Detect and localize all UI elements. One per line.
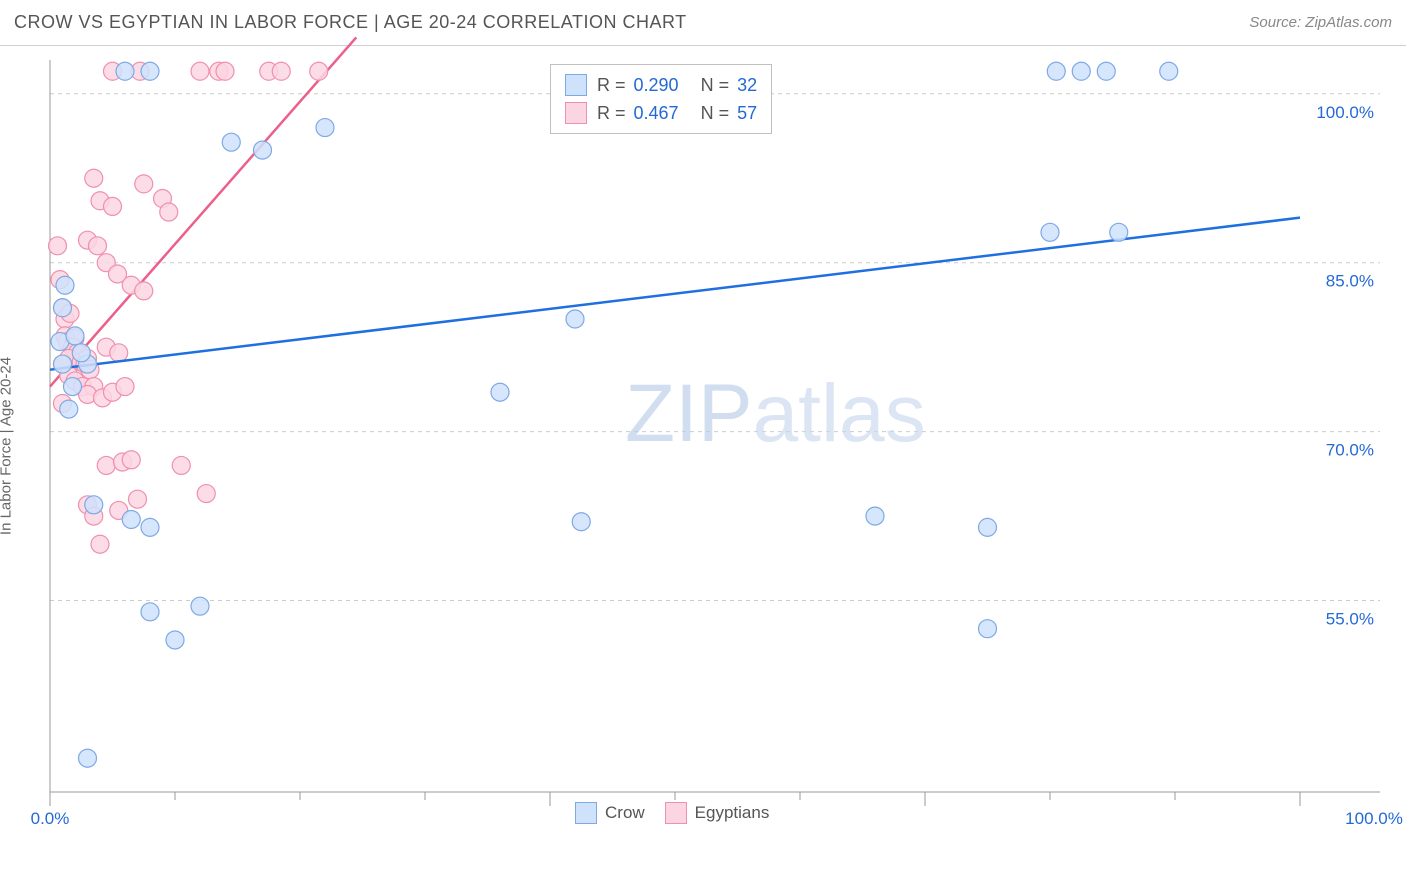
- egyptians-point: [122, 451, 140, 469]
- crow-point: [316, 119, 334, 137]
- crow-point: [56, 276, 74, 294]
- source-attribution: Source: ZipAtlas.com: [1249, 14, 1392, 31]
- crow-point: [60, 400, 78, 418]
- egyptians-point: [85, 169, 103, 187]
- plot-area: 55.0%70.0%85.0%100.0%0.0%100.0% ZIPatlas…: [50, 60, 1380, 832]
- crow-point: [222, 133, 240, 151]
- source-label: Source:: [1249, 14, 1305, 31]
- x-tick-label: 100.0%: [1345, 809, 1403, 828]
- legend-N-value: 57: [737, 99, 757, 127]
- y-axis-label: In Labor Force | Age 20-24: [0, 268, 15, 446]
- crow-point: [1072, 62, 1090, 80]
- crow-point: [116, 62, 134, 80]
- chart-title: CROW VS EGYPTIAN IN LABOR FORCE | AGE 20…: [14, 12, 687, 33]
- y-tick-label: 100.0%: [1316, 103, 1374, 122]
- crow-point: [572, 513, 590, 531]
- crow-point: [54, 355, 72, 373]
- egyptians-trend-line: [50, 37, 356, 386]
- x-tick-label: 0.0%: [31, 809, 70, 828]
- y-tick-label: 70.0%: [1326, 441, 1374, 460]
- egyptians-point: [310, 62, 328, 80]
- crow-point: [141, 603, 159, 621]
- crow-point: [979, 518, 997, 536]
- series-legend: Crow Egyptians: [575, 802, 769, 824]
- egyptians-point: [216, 62, 234, 80]
- legend-R-label: R =: [597, 71, 626, 99]
- egyptians-point: [116, 378, 134, 396]
- egyptians-point: [135, 282, 153, 300]
- egyptians-point: [104, 197, 122, 215]
- crow-point: [166, 631, 184, 649]
- crow-point: [54, 299, 72, 317]
- crow-point: [1097, 62, 1115, 80]
- legend-row-egyptians: R = 0.467 N = 57: [565, 99, 757, 127]
- legend-N-value: 32: [737, 71, 757, 99]
- egyptians-point: [197, 485, 215, 503]
- egyptians-point: [272, 62, 290, 80]
- egyptians-point: [89, 237, 107, 255]
- legend-row-crow: R = 0.290 N = 32: [565, 71, 757, 99]
- crow-point: [1041, 223, 1059, 241]
- crow-point: [566, 310, 584, 328]
- crow-point: [491, 383, 509, 401]
- egyptians-point: [129, 490, 147, 508]
- legend-swatch: [665, 802, 687, 824]
- crow-point: [64, 378, 82, 396]
- correlation-legend: R = 0.290 N = 32 R = 0.467 N = 57: [550, 64, 772, 134]
- egyptians-point: [135, 175, 153, 193]
- egyptians-point: [191, 62, 209, 80]
- series-legend-item-egyptians: Egyptians: [665, 802, 770, 824]
- crow-point: [979, 620, 997, 638]
- y-tick-label: 55.0%: [1326, 610, 1374, 629]
- crow-trend-line: [50, 218, 1300, 370]
- egyptians-point: [91, 535, 109, 553]
- crow-point: [141, 62, 159, 80]
- series-legend-label: Crow: [605, 803, 645, 823]
- crow-point: [191, 597, 209, 615]
- crow-point: [79, 749, 97, 767]
- egyptians-point: [97, 456, 115, 474]
- source-name: ZipAtlas.com: [1305, 14, 1392, 31]
- y-tick-label: 85.0%: [1326, 272, 1374, 291]
- legend-R-value: 0.290: [634, 71, 679, 99]
- crow-point: [85, 496, 103, 514]
- crow-point: [141, 518, 159, 536]
- egyptians-point: [172, 456, 190, 474]
- chart-header: CROW VS EGYPTIAN IN LABOR FORCE | AGE 20…: [0, 0, 1406, 46]
- chart-svg: 55.0%70.0%85.0%100.0%0.0%100.0%: [50, 60, 1380, 832]
- series-legend-label: Egyptians: [695, 803, 770, 823]
- crow-point: [254, 141, 272, 159]
- crow-point: [1110, 223, 1128, 241]
- legend-N-label: N =: [701, 71, 730, 99]
- series-legend-item-crow: Crow: [575, 802, 645, 824]
- legend-N-label: N =: [701, 99, 730, 127]
- egyptians-point: [110, 344, 128, 362]
- crow-point: [866, 507, 884, 525]
- crow-point: [66, 327, 84, 345]
- legend-swatch: [575, 802, 597, 824]
- egyptians-point: [49, 237, 67, 255]
- legend-R-label: R =: [597, 99, 626, 127]
- legend-swatch: [565, 102, 587, 124]
- egyptians-point: [160, 203, 178, 221]
- crow-point: [1047, 62, 1065, 80]
- legend-R-value: 0.467: [634, 99, 679, 127]
- crow-point: [1160, 62, 1178, 80]
- legend-swatch: [565, 74, 587, 96]
- crow-point: [72, 344, 90, 362]
- crow-point: [122, 510, 140, 528]
